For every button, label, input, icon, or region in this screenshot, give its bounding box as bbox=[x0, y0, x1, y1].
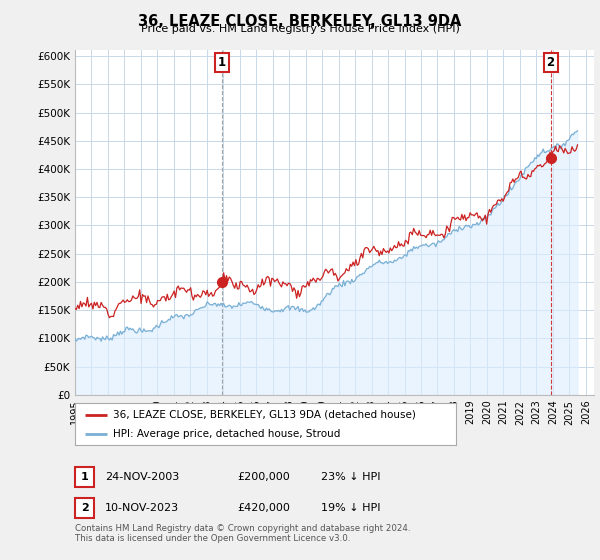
Text: 1: 1 bbox=[218, 55, 226, 68]
Text: £420,000: £420,000 bbox=[237, 503, 290, 513]
Text: 10-NOV-2023: 10-NOV-2023 bbox=[105, 503, 179, 513]
Text: Price paid vs. HM Land Registry's House Price Index (HPI): Price paid vs. HM Land Registry's House … bbox=[140, 24, 460, 34]
Text: £200,000: £200,000 bbox=[237, 472, 290, 482]
Text: 2: 2 bbox=[81, 503, 88, 513]
Text: Contains HM Land Registry data © Crown copyright and database right 2024.: Contains HM Land Registry data © Crown c… bbox=[75, 524, 410, 533]
Text: 36, LEAZE CLOSE, BERKELEY, GL13 9DA (detached house): 36, LEAZE CLOSE, BERKELEY, GL13 9DA (det… bbox=[113, 409, 416, 419]
Text: HPI: Average price, detached house, Stroud: HPI: Average price, detached house, Stro… bbox=[113, 429, 340, 439]
Text: 23% ↓ HPI: 23% ↓ HPI bbox=[321, 472, 380, 482]
Text: 19% ↓ HPI: 19% ↓ HPI bbox=[321, 503, 380, 513]
Text: This data is licensed under the Open Government Licence v3.0.: This data is licensed under the Open Gov… bbox=[75, 534, 350, 543]
Text: 1: 1 bbox=[81, 472, 88, 482]
Text: 2: 2 bbox=[547, 55, 555, 68]
Text: 24-NOV-2003: 24-NOV-2003 bbox=[105, 472, 179, 482]
Text: 36, LEAZE CLOSE, BERKELEY, GL13 9DA: 36, LEAZE CLOSE, BERKELEY, GL13 9DA bbox=[139, 14, 461, 29]
